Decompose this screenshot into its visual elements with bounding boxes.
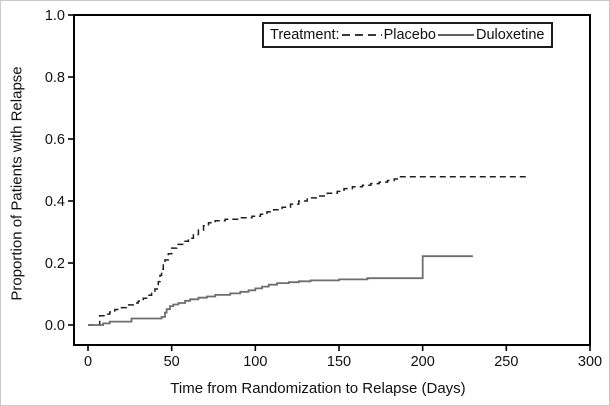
- legend-label-duloxetine: Duloxetine: [475, 27, 545, 43]
- y-tick-label: 0.0: [45, 318, 65, 334]
- plot-frame: [73, 14, 591, 346]
- x-tick-label: 200: [411, 354, 435, 370]
- x-tick-label: 250: [494, 354, 518, 370]
- y-tick-label: 0.2: [45, 256, 65, 272]
- legend-label-placebo: Placebo: [383, 27, 436, 43]
- legend-title: Treatment:: [270, 27, 340, 43]
- y-tick-label: 0.4: [45, 194, 65, 210]
- y-axis-title: Proportion of Patients with Relapse: [8, 66, 26, 301]
- placebo-dashed-line-swatch: [341, 34, 382, 36]
- duloxetine-solid-line-swatch: [437, 34, 474, 36]
- x-tick-label: 150: [327, 354, 351, 370]
- duloxetine-curve: [88, 255, 473, 326]
- y-tick-label: 0.6: [45, 132, 65, 148]
- x-tick-label: 0: [84, 354, 92, 370]
- y-tick-label: 1.0: [45, 8, 65, 24]
- y-tick-label: 0.8: [45, 70, 65, 86]
- x-axis-title: Time from Randomization to Relapse (Days…: [170, 380, 466, 397]
- x-tick-label: 100: [243, 354, 267, 370]
- x-tick-label: 300: [578, 354, 602, 370]
- legend: Treatment: Placebo Duloxetine: [262, 22, 553, 48]
- placebo-curve: [88, 176, 527, 326]
- x-tick-label: 50: [164, 354, 180, 370]
